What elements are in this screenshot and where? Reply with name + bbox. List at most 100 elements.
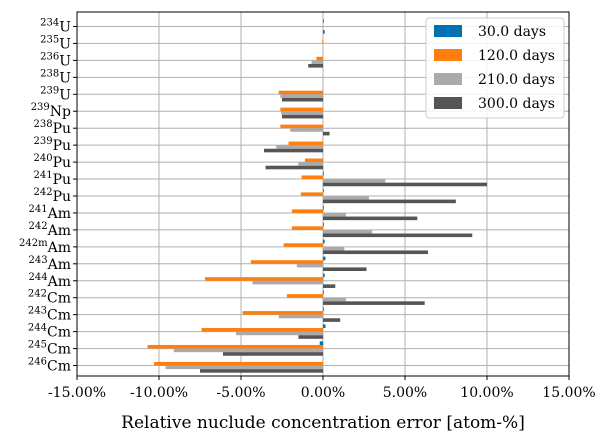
bar-30-0-days — [323, 188, 324, 193]
bar-120-0-days — [280, 107, 323, 112]
y-category-label: 241Am — [29, 204, 71, 222]
legend-box — [425, 17, 565, 119]
bar-30-0-days — [323, 19, 324, 23]
bar-210-0-days — [165, 365, 323, 370]
bar-300-0-days — [323, 250, 428, 255]
legend: 30.0 days 120.0 days 210.0 days 300.0 days — [425, 17, 565, 119]
legend-swatch — [434, 97, 462, 109]
x-tick-label: 10.00% — [460, 385, 513, 401]
bar-300-0-days — [200, 369, 323, 373]
bar-30-0-days — [323, 239, 325, 244]
bar-120-0-days — [291, 226, 323, 230]
x-tick-label: -10.00% — [130, 385, 188, 401]
bar-30-0-days — [323, 307, 324, 312]
y-category-label: 242Cm — [28, 289, 71, 307]
bar-210-0-days — [323, 179, 386, 183]
bar-210-0-days — [236, 331, 323, 336]
y-category-label: 242Pu — [33, 187, 71, 205]
legend-swatch — [434, 25, 462, 37]
y-category-label: 236U — [40, 51, 71, 69]
bar-120-0-days — [304, 158, 323, 163]
bar-30-0-days — [323, 324, 326, 329]
bar-210-0-days — [311, 60, 323, 64]
bar-120-0-days — [250, 260, 323, 264]
bar-120-0-days — [286, 294, 323, 298]
y-category-label: 244Cm — [28, 323, 71, 341]
x-tick-label: -15.00% — [48, 385, 106, 401]
y-category-label: 242mAm — [19, 238, 71, 256]
legend-label: 210.0 days — [478, 72, 555, 88]
bar-210-0-days — [280, 94, 323, 98]
legend-swatch — [434, 73, 462, 85]
y-category-label: 243Cm — [28, 306, 71, 324]
bar-210-0-days — [298, 162, 323, 166]
y-category-label: 235U — [40, 34, 71, 52]
bar-300-0-days — [298, 335, 323, 339]
bar-300-0-days — [282, 97, 323, 102]
bar-210-0-days — [276, 145, 323, 149]
y-category-label: 239Np — [31, 102, 71, 120]
y-category-label: 242Am — [29, 221, 71, 239]
bar-300-0-days — [282, 114, 323, 119]
y-category-label: 239U — [40, 85, 71, 103]
bar-210-0-days — [323, 212, 346, 217]
bar-30-0-days — [323, 222, 324, 227]
bar-120-0-days — [242, 311, 323, 315]
x-axis-label: Relative nuclude concentration error [at… — [121, 413, 525, 433]
bar-120-0-days — [204, 277, 323, 281]
legend-swatch — [434, 49, 462, 61]
bar-30-0-days — [323, 256, 326, 261]
bar-30-0-days — [323, 171, 324, 176]
bar-300-0-days — [323, 131, 330, 136]
bar-210-0-days — [290, 128, 323, 132]
x-tick-label: -5.00% — [216, 385, 265, 401]
y-category-label: 243Am — [29, 255, 71, 273]
bar-30-0-days — [323, 205, 324, 210]
bar-120-0-days — [283, 243, 323, 247]
y-category-label: 244Am — [29, 272, 71, 290]
x-tick-label: 15.00% — [542, 385, 595, 401]
bar-300-0-days — [308, 63, 323, 68]
bar-300-0-days — [323, 318, 341, 322]
bar-300-0-days — [323, 233, 473, 238]
bar-120-0-days — [154, 361, 323, 366]
bar-120-0-days — [201, 328, 323, 332]
bar-120-0-days — [278, 90, 323, 95]
y-category-label: 239Pu — [33, 136, 71, 154]
y-category-label: 241Pu — [33, 170, 71, 188]
y-category-label: 234U — [40, 17, 71, 35]
bar-120-0-days — [288, 141, 323, 146]
y-category-label: 238U — [40, 68, 71, 86]
legend-label: 300.0 days — [478, 96, 555, 112]
bar-210-0-days — [173, 348, 323, 353]
bar-210-0-days — [252, 280, 323, 285]
bar-210-0-days — [323, 297, 346, 302]
bar-120-0-days — [316, 56, 323, 61]
y-category-label: 238Pu — [33, 119, 71, 137]
bar-30-0-days — [323, 273, 325, 278]
bar-120-0-days — [322, 39, 323, 44]
legend-label: 30.0 days — [478, 24, 546, 40]
bar-210-0-days — [323, 196, 369, 200]
y-category-label: 246Cm — [28, 357, 71, 375]
y-axis-categories: 234U235U236U238U239U239Np238Pu239Pu240Pu… — [19, 17, 77, 375]
bar-210-0-days — [281, 111, 323, 115]
bar-300-0-days — [222, 352, 323, 356]
bar-120-0-days — [301, 175, 323, 180]
bar-210-0-days — [323, 246, 345, 251]
y-category-label: 240Pu — [33, 153, 71, 171]
bar-300-0-days — [323, 267, 367, 272]
bar-30-0-days — [319, 341, 323, 345]
bar-300-0-days — [263, 148, 323, 153]
bar-120-0-days — [147, 344, 323, 349]
bar-210-0-days — [296, 263, 323, 268]
y-category-label: 245Cm — [28, 340, 71, 358]
bar-300-0-days — [323, 182, 487, 187]
bar-300-0-days — [323, 199, 456, 204]
bar-300-0-days — [323, 216, 418, 221]
bar-30-0-days — [323, 290, 324, 295]
legend-label: 120.0 days — [478, 48, 555, 64]
x-axis-ticks: -15.00% -10.00% -5.00% 0.00% 5.00% 10.00% 15.0… — [48, 376, 596, 401]
bars — [147, 19, 487, 373]
